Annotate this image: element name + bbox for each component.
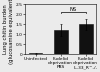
Y-axis label: Lung chitin burden
(glucosamine equivalents): Lung chitin burden (glucosamine equivale…	[3, 0, 14, 64]
Text: NS: NS	[70, 7, 77, 12]
Bar	[79, 24, 93, 54]
Bar	[54, 30, 68, 54]
Bar	[29, 53, 42, 54]
